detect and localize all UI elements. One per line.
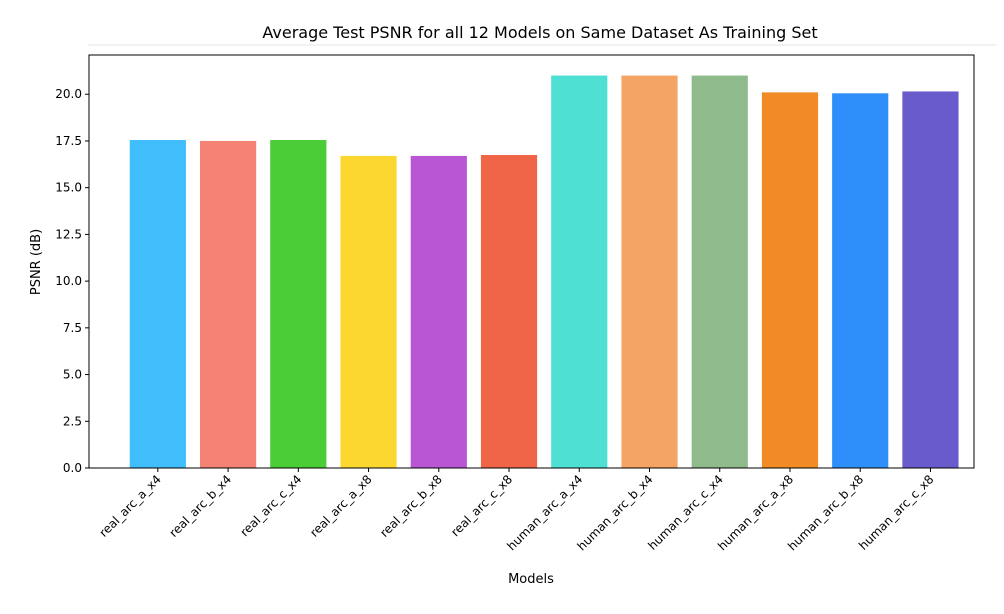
x-axis-label: Models: [508, 572, 554, 587]
y-tick-label: 7.5: [63, 321, 82, 335]
bar-human-arc-a-x4: [551, 75, 608, 468]
bar-real-arc-c-x4: [270, 140, 327, 468]
x-tick-label: real_arc_c_x4: [237, 472, 304, 539]
y-tick-label: 5.0: [63, 368, 82, 382]
y-tick-label: 17.5: [55, 134, 82, 148]
bar-real-arc-a-x8: [340, 155, 397, 468]
bar-human-arc-c-x8: [902, 91, 959, 469]
x-tick-label: human_arc_b_x4: [574, 472, 655, 553]
y-tick-label: 0.0: [63, 461, 82, 475]
bar-human-arc-b-x4: [621, 75, 678, 468]
x-tick-label: human_arc_b_x8: [785, 472, 866, 553]
chart-title: Average Test PSNR for all 12 Models on S…: [262, 23, 817, 42]
x-tick-label: real_arc_c_x8: [448, 472, 515, 539]
bar-real-arc-b-x8: [410, 155, 467, 468]
x-tick-label: real_arc_a_x4: [96, 472, 163, 539]
bar-real-arc-c-x8: [480, 154, 538, 468]
y-tick-label: 20.0: [55, 87, 82, 101]
y-tick-label: 10.0: [55, 274, 82, 288]
bars-layer: [129, 75, 959, 469]
y-axis-label: PSNR (dB): [29, 229, 44, 295]
x-tick-label: real_arc_b_x4: [167, 472, 235, 540]
x-tick-label: real_arc_a_x8: [307, 472, 374, 539]
x-tick-label: human_arc_c_x4: [645, 472, 725, 552]
x-tick-label: human_arc_a_x4: [504, 472, 585, 553]
x-tick-label: human_arc_c_x8: [856, 472, 936, 552]
y-tick-label: 2.5: [63, 414, 82, 428]
bar-human-arc-c-x4: [691, 75, 748, 468]
x-axis: real_arc_a_x4 real_arc_b_x4 real_arc_c_x4 r…: [96, 468, 937, 553]
bar-human-arc-a-x8: [761, 92, 819, 469]
bar-human-arc-b-x8: [832, 93, 889, 469]
y-tick-label: 15.0: [55, 181, 82, 195]
plot-frame: [88, 54, 975, 469]
x-tick-label: human_arc_a_x8: [715, 472, 796, 553]
y-tick-label: 12.5: [55, 227, 82, 241]
x-tick-label: real_arc_b_x8: [377, 472, 445, 540]
bar-real-arc-b-x4: [199, 140, 257, 468]
y-axis: 0.0 2.5 5.0 7.5 10.0 12.5 15.0 17.5 20.0: [55, 87, 89, 475]
bar-real-arc-a-x4: [129, 140, 186, 468]
